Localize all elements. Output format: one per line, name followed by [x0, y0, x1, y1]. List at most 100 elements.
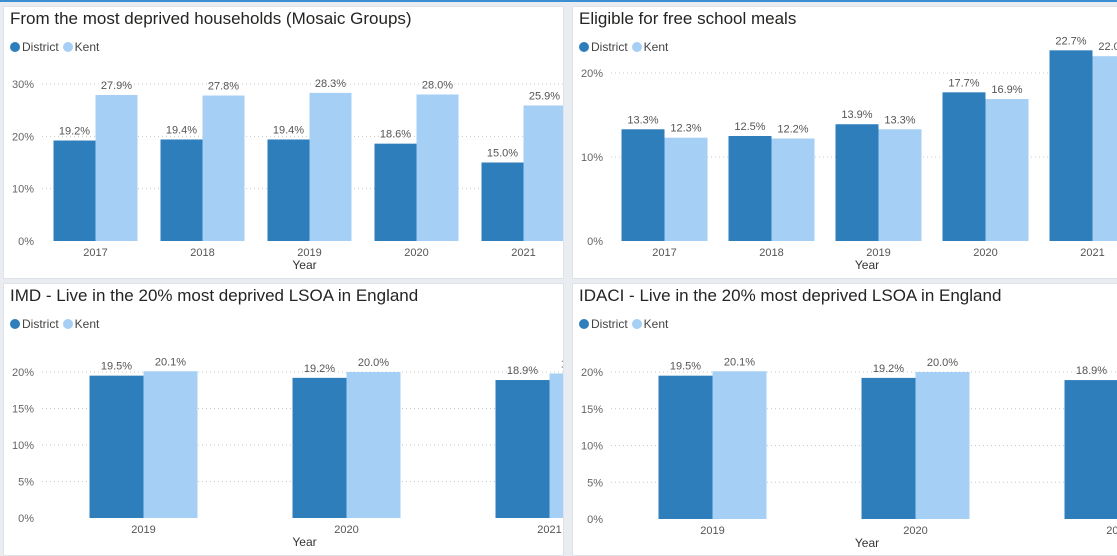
data-label: 28.0%	[422, 79, 453, 91]
legend-item-kent[interactable]: Kent	[631, 40, 669, 54]
data-label: 27.8%	[208, 81, 239, 93]
legend-kent-label: Kent	[74, 40, 100, 54]
bar-kent-2019	[309, 92, 352, 241]
legend-district-marker	[10, 319, 20, 329]
data-label: 22.7%	[1055, 35, 1086, 47]
data-label: 13.3%	[884, 114, 915, 126]
bar-district-2021	[481, 162, 524, 241]
data-label: 19.2%	[873, 363, 904, 375]
legend-kent-marker	[631, 42, 642, 52]
y-tick-label: 20%	[581, 367, 603, 379]
data-label: 13.3%	[627, 114, 658, 126]
y-tick-label: 0%	[18, 236, 34, 248]
chart-panel-idaci[interactable]: IDACI - Live in the 20% most deprived LS…	[572, 283, 1117, 556]
data-label: 20.1%	[724, 356, 755, 368]
x-axis-title: Year	[292, 535, 316, 549]
y-tick-label: 10%	[581, 441, 603, 453]
bar-district-2018	[160, 139, 203, 241]
bar-district-2021	[1049, 50, 1093, 241]
legend-district-label: District	[22, 40, 59, 54]
y-tick-label: 5%	[587, 477, 603, 489]
data-label: 20.0%	[358, 357, 389, 369]
legend-item-kent[interactable]: Kent	[631, 317, 668, 331]
legend-kent-label: Kent	[74, 317, 100, 331]
legend-district-label: District	[591, 40, 628, 54]
data-label: 12.2%	[777, 124, 808, 136]
data-label: 17.7%	[948, 77, 979, 89]
legend-item-district[interactable]: District	[10, 317, 59, 331]
y-tick-label: 5%	[18, 477, 34, 489]
y-tick-label: 15%	[12, 404, 34, 416]
data-label: 16.9%	[991, 84, 1022, 96]
x-tick-label: 2020	[973, 247, 997, 259]
data-label: 28.3%	[315, 78, 346, 90]
bar-district-2020	[292, 377, 347, 518]
bar-district-2019	[658, 375, 713, 519]
bar-district-2019	[267, 139, 310, 241]
bar-kent-2019	[143, 371, 198, 518]
chart-panel-free-school-meals[interactable]: Eligible for free school meals District …	[572, 6, 1117, 279]
x-tick-label: 2019	[297, 247, 321, 259]
data-label: 19.5%	[670, 361, 701, 373]
chart-title: From the most deprived households (Mosai…	[10, 9, 412, 28]
y-tick-label: 15%	[581, 404, 603, 416]
bar-kent-2017	[95, 94, 138, 242]
bar-district-2017	[621, 129, 665, 241]
legend-district-label: District	[22, 317, 59, 331]
x-tick-label: 2018	[759, 247, 783, 259]
legend-item-district[interactable]: District	[579, 317, 628, 331]
x-tick-label: 2021	[511, 247, 535, 259]
legend-item-kent[interactable]: Kent	[62, 317, 100, 331]
bar-kent-2018	[202, 95, 245, 241]
y-tick-label: 10%	[581, 152, 603, 164]
legend-kent-label: Kent	[643, 40, 669, 54]
x-tick-label: 2017	[652, 247, 676, 259]
bar-kent-2018	[771, 138, 815, 241]
y-tick-label: 20%	[581, 68, 603, 80]
legend-kent-marker	[62, 319, 73, 329]
chart-legend: District Kent	[579, 40, 672, 54]
x-axis-title: Year	[855, 258, 879, 272]
x-tick-label: 2019	[131, 524, 155, 536]
bar-kent-2021	[523, 105, 563, 241]
x-tick-label: 2020	[334, 524, 358, 536]
legend-item-district[interactable]: District	[10, 40, 59, 54]
x-tick-label: 2019	[700, 525, 724, 537]
legend-district-marker	[10, 42, 20, 52]
data-label: 18.9%	[507, 365, 538, 377]
x-axis-title: Year	[855, 536, 879, 550]
chart-legend: District Kent	[10, 317, 103, 331]
y-tick-label: 10%	[12, 184, 34, 196]
x-tick-label: 2021	[537, 524, 561, 536]
bar-chart-free-school-meals: 0% 10% 20% 13.3% 12.3% 2017 12.5% 12.2% 2018 13.9…	[581, 35, 1117, 272]
chart-legend: District Kent	[10, 40, 103, 54]
data-label: 27.9%	[101, 80, 132, 92]
chart-panel-imd[interactable]: IMD - Live in the 20% most deprived LSOA…	[3, 283, 564, 556]
x-axis-title: Year	[292, 258, 316, 272]
chart-title: IDACI - Live in the 20% most deprived LS…	[579, 286, 1002, 305]
bar-chart-mosaic: 0% 10% 20% 30% 19.2% 27.9% 2017 19.4% 27.8% 2018 1…	[12, 78, 563, 272]
legend-item-kent[interactable]: Kent	[62, 40, 100, 54]
chart-title: IMD - Live in the 20% most deprived LSOA…	[10, 286, 419, 305]
data-label: 20.1%	[155, 356, 186, 368]
x-tick-label: 2019	[866, 247, 890, 259]
data-label: 12.5%	[734, 121, 765, 133]
bar-district-2021	[495, 380, 550, 518]
chart-panel-mosaic[interactable]: From the most deprived households (Mosai…	[3, 6, 564, 279]
data-label: 19.4%	[273, 124, 304, 136]
bar-district-2020	[861, 377, 916, 519]
x-tick-label: 2018	[190, 247, 214, 259]
data-label: 19.2%	[59, 126, 90, 138]
data-label: 15.0%	[487, 148, 518, 160]
legend-kent-marker	[62, 42, 73, 52]
y-tick-label: 0%	[18, 513, 34, 525]
bar-chart-imd: 0% 5% 10% 15% 20% 19.5% 20.1% 2019 19.2% 20.0% 202…	[12, 356, 564, 549]
bar-kent-2019	[878, 129, 922, 241]
data-label: 19.5%	[101, 361, 132, 373]
bar-chart-idaci: 0% 5% 10% 15% 20% 19.5% 20.1% 2019 19.2% 20.0% 202…	[581, 356, 1117, 550]
data-label: 19.4%	[166, 124, 197, 136]
top-accent-line	[0, 0, 1117, 2]
data-label: 19.8%	[561, 358, 564, 370]
legend-item-district[interactable]: District	[579, 40, 628, 54]
bar-kent-2020	[416, 94, 459, 241]
